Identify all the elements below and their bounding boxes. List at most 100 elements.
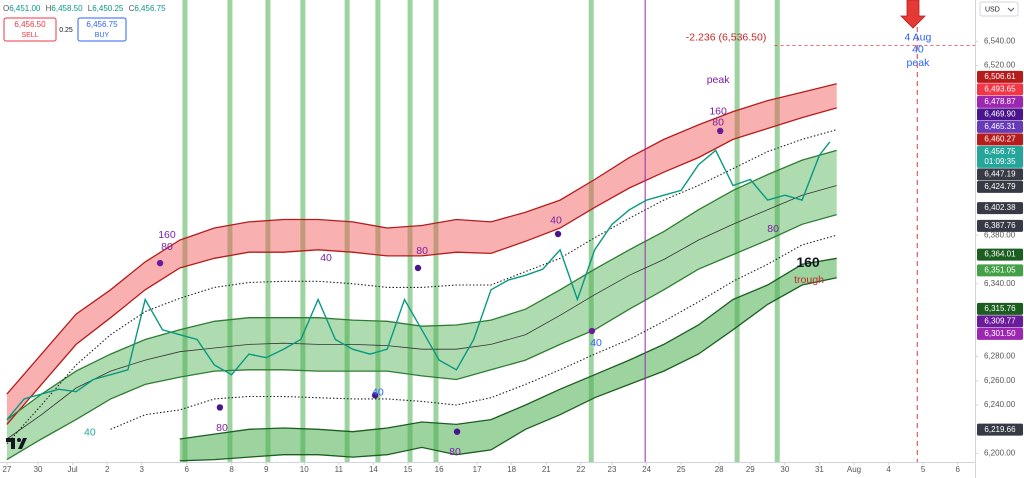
sell-price[interactable]: 6,456.50 bbox=[14, 20, 46, 29]
signal-dot bbox=[453, 428, 461, 435]
signal-dot bbox=[588, 327, 596, 335]
band-edge bbox=[6, 107, 837, 425]
highlight-stripe bbox=[182, 0, 188, 462]
x-tick-label: 21 bbox=[542, 465, 551, 474]
ohlc-label: C bbox=[129, 4, 135, 13]
annotation: 80 bbox=[767, 223, 779, 235]
y-tick-label: 6,260.00 bbox=[984, 376, 1016, 385]
y-tick-label: 6,380.00 bbox=[984, 230, 1016, 239]
x-tick-label: 30 bbox=[780, 465, 789, 474]
x-tick-label: 8 bbox=[229, 465, 234, 474]
price-label: 6,456.75 bbox=[984, 147, 1016, 156]
sell-button[interactable]: 6,456.50 SELL bbox=[3, 17, 57, 42]
price-label-box bbox=[977, 423, 1023, 436]
price-label-box bbox=[977, 219, 1023, 232]
band-fill bbox=[179, 258, 837, 461]
logo-part bbox=[18, 438, 27, 449]
signal-dot bbox=[371, 392, 379, 399]
annotation: 80 bbox=[416, 245, 428, 257]
y-tick-label: 6,240.00 bbox=[984, 400, 1016, 409]
band-edge bbox=[179, 257, 837, 440]
ohlc-label: L bbox=[88, 4, 93, 13]
ohlc-value: 6,451.00 bbox=[9, 4, 41, 13]
band-fill bbox=[6, 83, 837, 425]
plot-layer bbox=[6, 0, 975, 462]
price-label-box bbox=[977, 83, 1023, 96]
band-edge bbox=[6, 213, 837, 461]
logo-part bbox=[6, 438, 15, 449]
y-tick-label: 6,340.00 bbox=[984, 279, 1016, 288]
annotation: 160 bbox=[796, 254, 820, 270]
countdown: 01:09:35 bbox=[984, 157, 1016, 166]
x-tick-label: 30 bbox=[34, 465, 43, 474]
ohlc-value: 6,458.50 bbox=[51, 4, 83, 13]
annotation: peak bbox=[707, 74, 731, 86]
signal-dot bbox=[414, 264, 422, 272]
x-tick-label: 28 bbox=[715, 465, 724, 474]
buy-label[interactable]: BUY bbox=[95, 32, 110, 39]
currency-button[interactable]: USD bbox=[979, 1, 1019, 17]
price-label: 6,447.19 bbox=[984, 170, 1016, 179]
ohlc-label: O bbox=[3, 4, 9, 13]
price-label: 6,364.01 bbox=[984, 250, 1016, 259]
x-tick-label: 31 bbox=[815, 465, 824, 474]
down-arrow-icon bbox=[900, 0, 926, 29]
x-tick-label: 15 bbox=[404, 465, 413, 474]
x-tick-label: 4 bbox=[886, 465, 891, 474]
annotation: 80 bbox=[449, 446, 461, 458]
price-label: 6,460.27 bbox=[984, 135, 1016, 144]
price-label: 6,402.38 bbox=[984, 203, 1016, 212]
price-label-box bbox=[977, 248, 1023, 261]
price-label: 6,309.77 bbox=[984, 316, 1016, 325]
band-edge bbox=[6, 83, 837, 395]
price-label: 6,219.66 bbox=[984, 425, 1016, 434]
buy-price[interactable]: 6,456.75 bbox=[86, 20, 118, 29]
price-label: 6,315.76 bbox=[984, 304, 1016, 313]
x-tick-label: 14 bbox=[369, 465, 378, 474]
tradingview-logo bbox=[6, 438, 27, 449]
annotation-layer: 16080408040peak1608080160trough404080804… bbox=[84, 31, 931, 458]
annotation: 80 bbox=[712, 116, 724, 128]
dotted-envelope bbox=[110, 234, 837, 430]
price-line bbox=[6, 141, 831, 421]
ohlc-label: H bbox=[46, 4, 52, 13]
price-label: 6,493.65 bbox=[984, 85, 1016, 94]
spread: 0.25 bbox=[59, 27, 73, 34]
annotation: 80 bbox=[161, 241, 173, 253]
highlight-stripe bbox=[734, 0, 740, 462]
annotation: peak bbox=[907, 57, 931, 69]
currency[interactable]: USD bbox=[985, 6, 1000, 13]
ohlc-header: O6,451.00 H6,458.50 L6,450.25 C6,456.75 bbox=[3, 4, 166, 13]
x-tick-label: 16 bbox=[435, 465, 444, 474]
highlight-stripe bbox=[265, 0, 271, 462]
x-tick-label: 11 bbox=[335, 465, 344, 474]
y-tick-label: 6,520.00 bbox=[984, 61, 1016, 70]
annotation: 40 bbox=[320, 252, 332, 264]
price-label: 6,351.05 bbox=[984, 265, 1016, 274]
annotation: 80 bbox=[216, 422, 228, 434]
signal-dot bbox=[554, 230, 562, 238]
x-tick-label: 5 bbox=[921, 465, 926, 474]
x-tick-label: 6 bbox=[184, 465, 189, 474]
annotation: 160 bbox=[158, 229, 176, 241]
buy-button[interactable]: 6,456.75 BUY bbox=[77, 17, 127, 42]
y-tick-label: 6,200.00 bbox=[984, 449, 1016, 458]
price-label-box bbox=[977, 108, 1023, 121]
buy-box[interactable] bbox=[77, 17, 127, 42]
highlight-stripe bbox=[300, 0, 306, 462]
price-label: 6,465.31 bbox=[984, 122, 1016, 131]
x-tick-label: Aug bbox=[847, 465, 861, 474]
band-edge bbox=[179, 277, 837, 462]
sell-label[interactable]: SELL bbox=[21, 32, 38, 39]
sell-box[interactable] bbox=[3, 17, 57, 42]
price-label: 6,469.90 bbox=[984, 110, 1016, 119]
signal-dot bbox=[216, 404, 224, 411]
annotation: 40 bbox=[590, 337, 602, 349]
annotation: 40 bbox=[550, 214, 562, 226]
currency-box[interactable] bbox=[979, 1, 1019, 17]
price-label: 6,506.61 bbox=[984, 72, 1016, 81]
price-label-box bbox=[977, 168, 1023, 181]
price-label-box bbox=[977, 133, 1023, 146]
annotation: -2.236 (6,536.50) bbox=[686, 31, 767, 43]
